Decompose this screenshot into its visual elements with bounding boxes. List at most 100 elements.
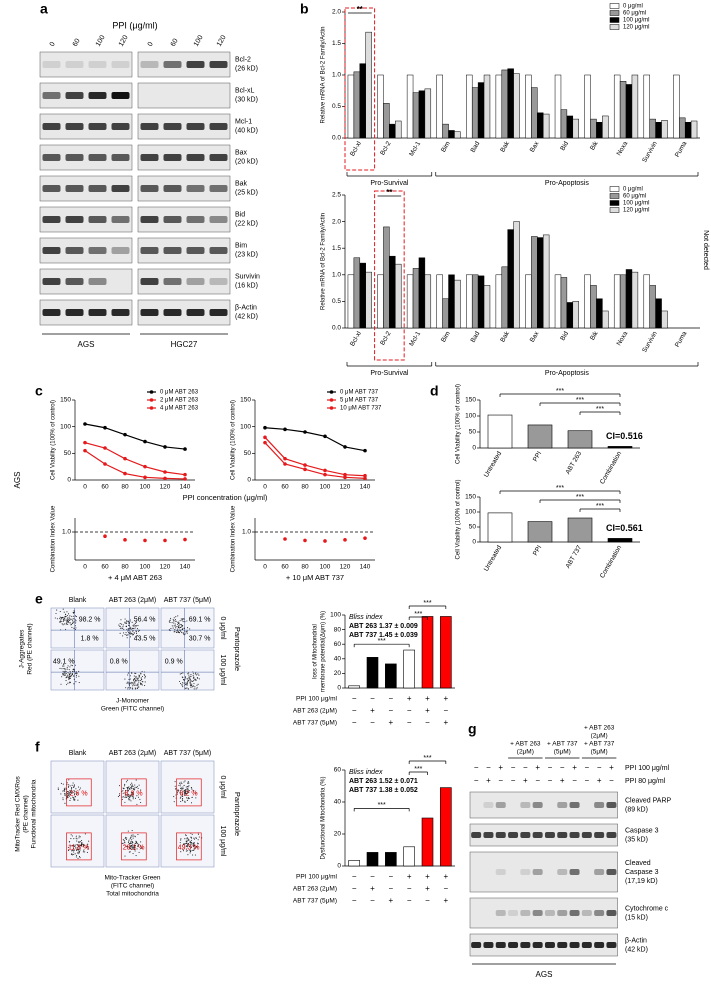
- flow-dot: [196, 687, 198, 689]
- band: [140, 123, 159, 130]
- flow-dot: [189, 683, 191, 685]
- flow-dot: [190, 786, 192, 789]
- flow-dot: [124, 618, 126, 620]
- point: [143, 538, 147, 543]
- flow-dot: [190, 845, 192, 847]
- bar: [631, 271, 639, 329]
- flow-dot: [65, 672, 67, 675]
- flow-dot: [136, 687, 138, 689]
- lane-label: 60: [72, 38, 82, 48]
- flow-dot: [132, 852, 134, 855]
- flow-dot: [138, 676, 141, 678]
- protein-label: (20 kD): [235, 158, 258, 165]
- flow-dot: [78, 845, 80, 847]
- flow-dot: [198, 674, 200, 676]
- flow-dot: [67, 617, 69, 619]
- protein-label: β-Actin: [625, 937, 647, 944]
- flow-dot: [193, 842, 195, 844]
- flow-dot: [190, 839, 192, 841]
- flow-dot: [79, 857, 81, 859]
- bar: [619, 81, 627, 139]
- bar: [366, 657, 379, 689]
- flow-dot: [180, 630, 182, 632]
- flow-dot: [135, 855, 137, 857]
- protein-label: (42 kD): [235, 313, 258, 320]
- band: [42, 185, 61, 192]
- flow-dot: [181, 626, 183, 628]
- percentage: 56.4 %: [134, 616, 156, 623]
- flow-dot: [179, 797, 181, 799]
- flow-dot: [119, 622, 121, 625]
- ci-label: CI=0.516: [606, 431, 643, 441]
- significance: ***: [556, 485, 564, 492]
- group-label: Pro-Apoptosis: [545, 370, 589, 377]
- flow-dot: [68, 677, 70, 680]
- bar: [501, 69, 508, 139]
- flow-dot: [187, 792, 189, 794]
- flow-dot: [179, 623, 181, 626]
- flow-dot: [129, 848, 131, 850]
- column-header: ABT 263 (2μM): [109, 750, 156, 757]
- flow-dot: [194, 686, 196, 688]
- protein-label: Bid: [235, 211, 245, 218]
- flow-dot: [136, 680, 138, 682]
- bar: [377, 74, 384, 139]
- band: [88, 216, 107, 223]
- x-tick-label: Bim: [440, 140, 452, 153]
- flow-dot: [189, 851, 191, 853]
- flow-dot: [68, 618, 70, 620]
- flow-dot: [184, 683, 187, 686]
- flow-dot: [130, 682, 132, 684]
- legend-label: 60 μg/ml: [623, 11, 646, 17]
- flow-dot: [179, 842, 181, 844]
- band: [186, 216, 205, 223]
- flow-dot: [70, 791, 72, 793]
- flow-dot: [188, 797, 190, 800]
- y-tick-label: 1.5: [332, 245, 341, 252]
- flow-dot: [128, 678, 130, 680]
- point: [143, 464, 147, 469]
- treatment-sign: −: [388, 706, 393, 715]
- y-tick-label: 40: [334, 656, 342, 663]
- flow-dot: [181, 684, 183, 686]
- flow-dot: [134, 687, 136, 689]
- flow-dot: [131, 793, 133, 795]
- flow-dot: [125, 845, 127, 847]
- flow-dot: [192, 846, 194, 848]
- flow-dot: [192, 672, 194, 674]
- x-tick-label: 120: [340, 484, 351, 491]
- band: [569, 869, 580, 875]
- cell-line: AGS: [78, 340, 95, 349]
- flow-dot: [134, 786, 136, 788]
- flow-dot: [134, 850, 136, 852]
- x-tick-label: Bcl-2: [379, 330, 393, 347]
- bar: [560, 109, 568, 139]
- x-tick-label: Bcl-2: [379, 140, 393, 157]
- flow-dot: [140, 841, 142, 843]
- gate: [176, 778, 202, 807]
- flow-dot: [125, 836, 127, 839]
- flow-dot: [186, 788, 188, 790]
- lane-label: 100: [193, 34, 205, 48]
- flow-dot: [136, 803, 138, 805]
- flow-dot: [63, 664, 65, 666]
- flow-dot: [119, 625, 121, 627]
- x-tick-label: 0: [83, 484, 87, 491]
- band: [163, 247, 182, 254]
- bar: [679, 117, 686, 139]
- band: [65, 61, 84, 68]
- bar: [466, 274, 473, 329]
- flow-dot: [192, 854, 194, 856]
- flow-dot: [68, 841, 70, 843]
- x-tick-label: Bax: [529, 330, 541, 344]
- band: [532, 910, 543, 916]
- flow-dot: [74, 844, 76, 846]
- band: [532, 802, 543, 808]
- bar: [353, 257, 361, 329]
- flow-dot: [137, 683, 139, 685]
- flow-dot: [186, 799, 188, 802]
- flow-dot: [127, 688, 129, 690]
- flow-dot: [73, 790, 75, 792]
- flow-dot: [172, 620, 175, 622]
- flow-dot: [175, 616, 177, 618]
